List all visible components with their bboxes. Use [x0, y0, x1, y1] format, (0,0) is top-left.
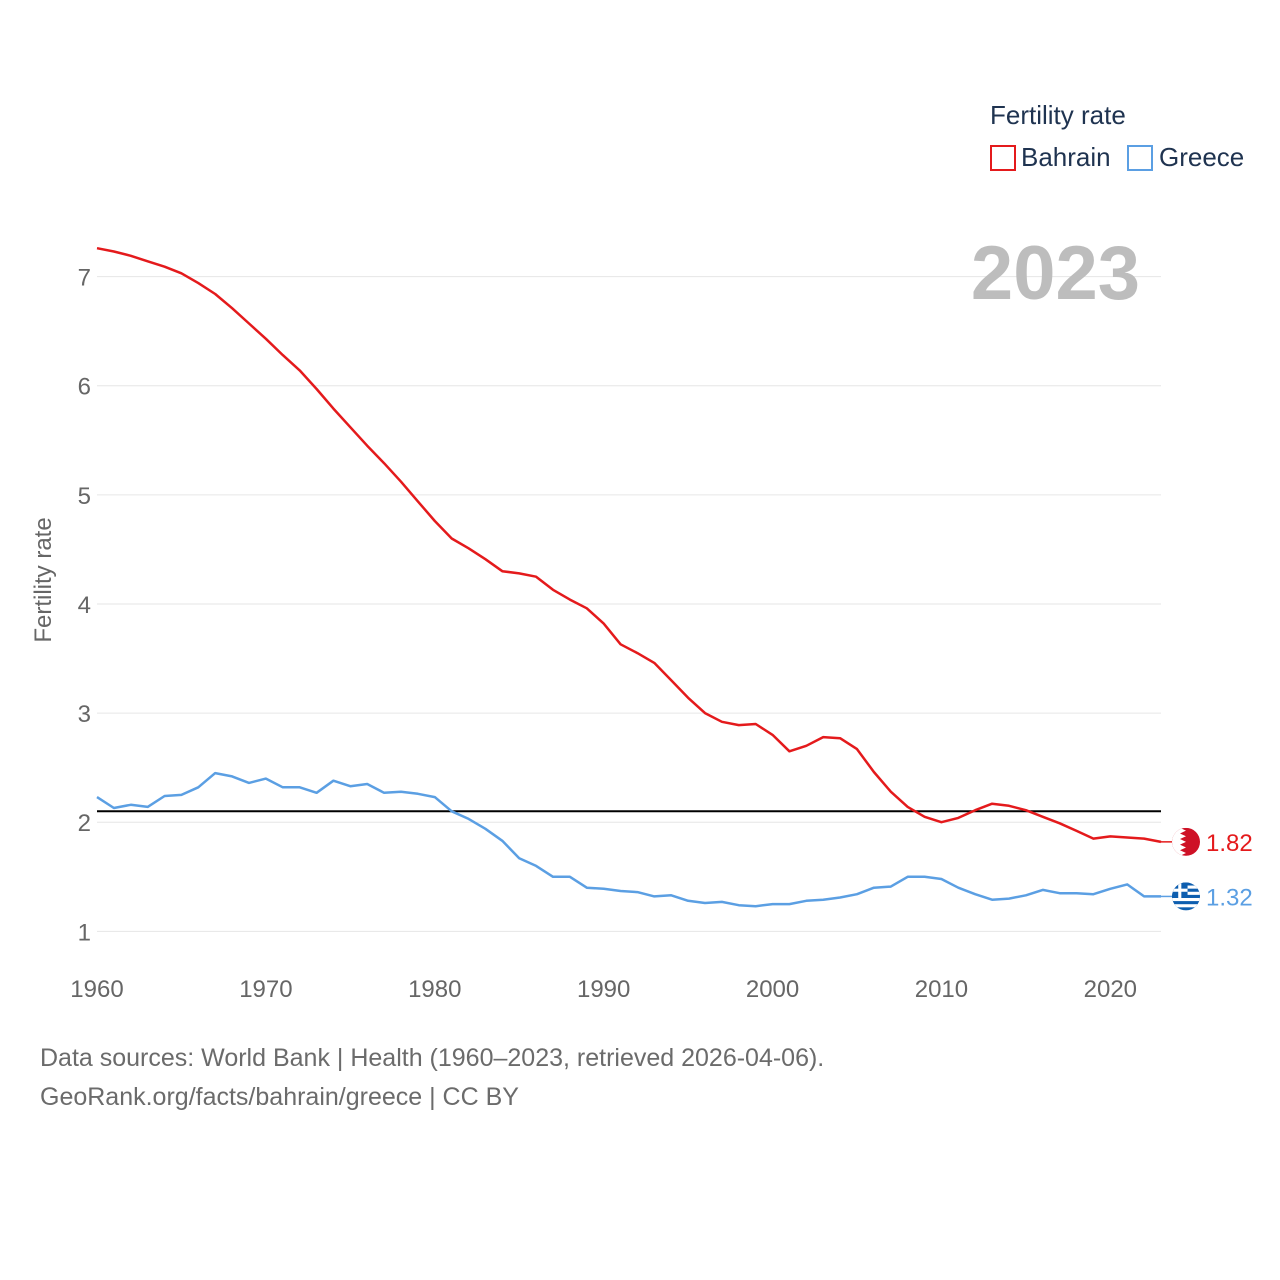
y-tick-label: 3 — [78, 701, 91, 728]
x-tick-label: 1980 — [408, 976, 461, 1003]
y-tick-label: 2 — [78, 810, 91, 837]
y-tick-label: 4 — [78, 592, 91, 619]
x-tick-label: 1990 — [577, 976, 630, 1003]
x-tick-label: 2000 — [746, 976, 799, 1003]
year-label: 2023 — [971, 231, 1140, 316]
legend-swatch-bahrain[interactable] — [990, 145, 1016, 171]
y-tick-label: 6 — [78, 374, 91, 401]
y-tick-label: 1 — [78, 919, 91, 946]
y-axis-ticks: 1 2 3 4 5 6 7 — [78, 265, 91, 947]
y-tick-label: 5 — [78, 483, 91, 510]
legend-label-bahrain[interactable]: Bahrain — [1021, 142, 1111, 172]
x-axis-ticks: 1960 1970 1980 1990 2000 2010 2020 — [70, 976, 1137, 1003]
footer-attribution: GeoRank.org/facts/bahrain/greece | CC BY — [40, 1083, 519, 1111]
x-tick-label: 1970 — [239, 976, 292, 1003]
series-line-greece[interactable] — [96, 771, 1161, 908]
series-end-labels: 1.82 1.32 — [1161, 827, 1253, 911]
legend: Fertility rate Bahrain Greece — [990, 100, 1244, 172]
gridlines — [97, 276, 1161, 932]
footer-sources: Data sources: World Bank | Health (1960–… — [40, 1044, 825, 1072]
end-value-greece: 1.32 — [1206, 884, 1253, 911]
legend-title: Fertility rate — [990, 100, 1126, 130]
series-line-bahrain[interactable] — [96, 246, 1162, 844]
legend-label-greece[interactable]: Greece — [1159, 142, 1244, 172]
x-tick-label: 1960 — [70, 976, 123, 1003]
x-tick-label: 2020 — [1084, 976, 1137, 1003]
greece-flag-icon — [1172, 882, 1200, 911]
legend-swatch-greece[interactable] — [1127, 145, 1153, 171]
y-axis-label: Fertility rate — [30, 517, 57, 642]
x-tick-label: 2010 — [915, 976, 968, 1003]
end-value-bahrain: 1.82 — [1206, 830, 1253, 857]
bahrain-flag-icon — [1172, 827, 1200, 856]
y-tick-label: 7 — [78, 265, 91, 292]
